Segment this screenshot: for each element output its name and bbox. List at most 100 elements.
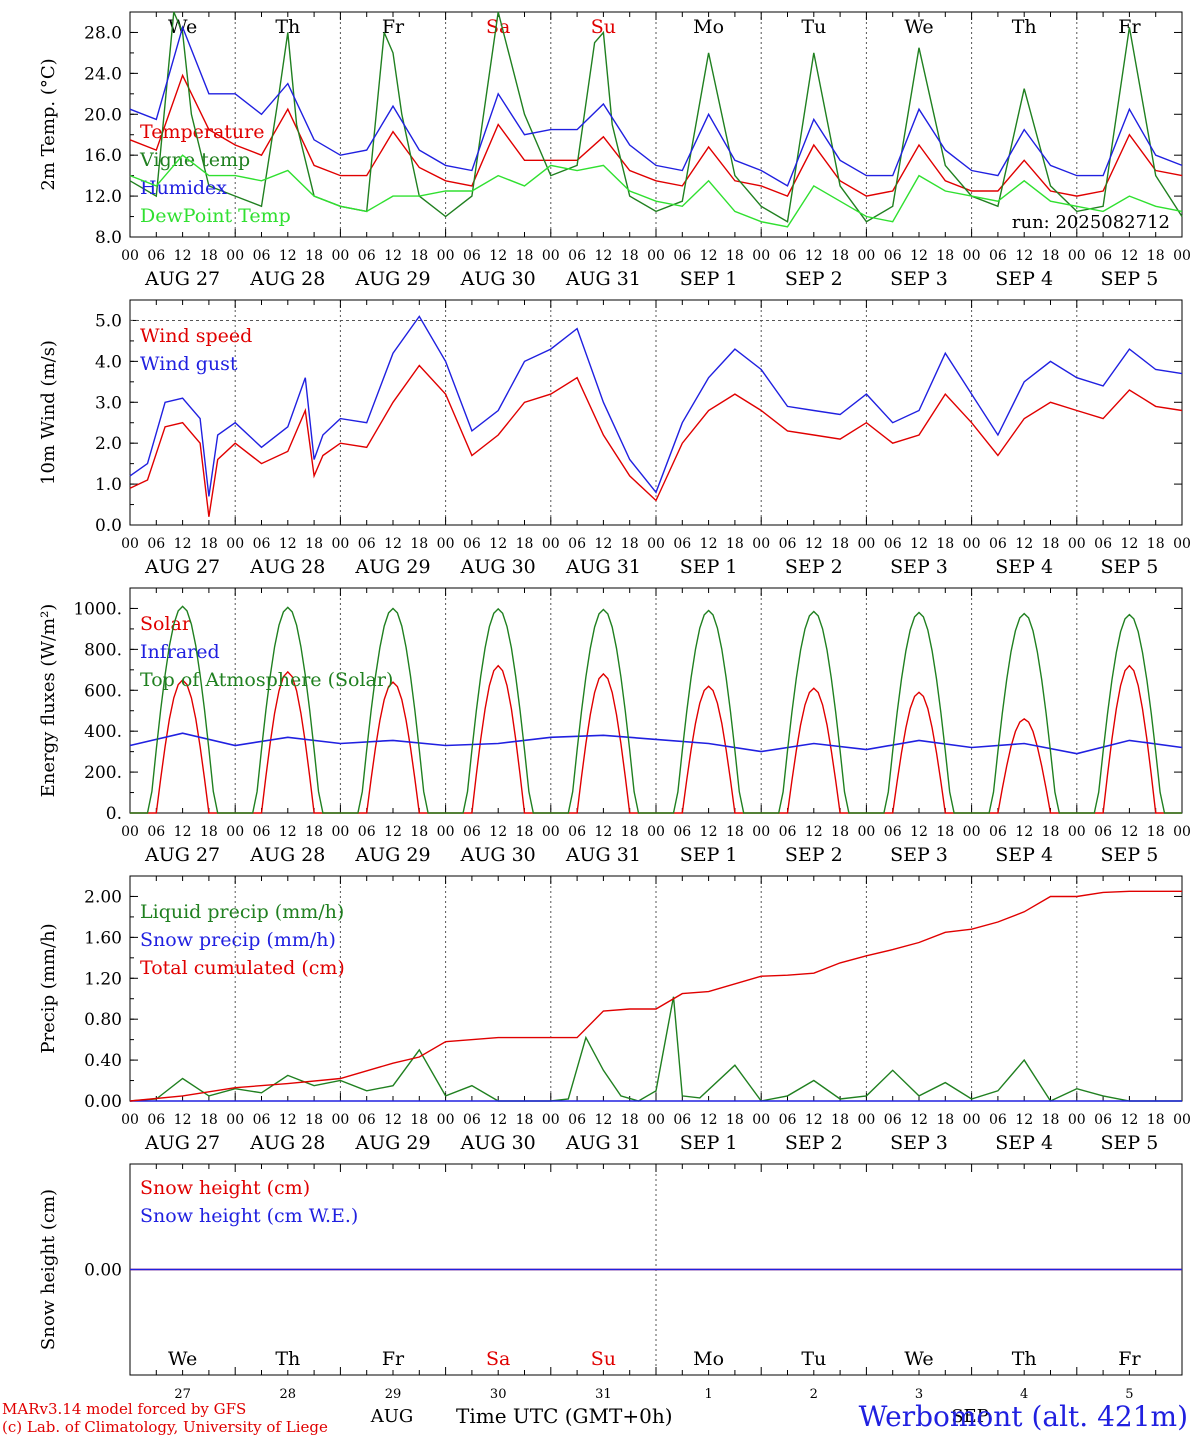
panel-2-y-tick-label: 0.0 [95,516,122,536]
panel-3-y-tick-label: 1000. [73,599,122,619]
panel-3-hour-label: 00 [1068,824,1086,840]
panel-4-hour-label: 00 [1173,1112,1191,1128]
panel-5-day-letter: Th [1012,1348,1037,1370]
panel-1-hour-label: 12 [384,248,402,264]
panel-2-hour-label: 00 [542,536,560,552]
panel-1-hour-label: 06 [779,248,797,264]
panel-3-legend-entry: Infrared [140,641,220,663]
panel-3-hour-label: 12 [594,824,612,840]
bottom-day-number: 30 [490,1387,507,1402]
panel-1-day-letter: Fr [1118,16,1141,38]
panel-2-hour-label: 00 [857,536,875,552]
panel-3-hour-label: 06 [358,824,376,840]
panel-3-date-label: AUG 30 [460,844,536,866]
panel-3-hour-label: 18 [936,824,954,840]
panel-2-hour-label: 18 [1042,536,1060,552]
panel-1-hour-label: 06 [463,248,481,264]
panel-3-hour-label: 06 [673,824,691,840]
panel-1-y-tick-label: 20.0 [84,105,122,125]
panel-5-day-letter: Tu [801,1348,826,1370]
panel-3-hour-label: 06 [147,824,165,840]
panel-4-hour-label: 12 [1120,1112,1138,1128]
panel-3-hour-label: 12 [1015,824,1033,840]
panel-3-hour-label: 00 [647,824,665,840]
panel-1-day-letter: Tu [801,16,826,38]
panel-3-hour-label: 00 [963,824,981,840]
panel-1-day-letter: Mo [693,16,724,38]
panel-3-date-label: SEP 1 [680,844,738,866]
panel-2-hour-label: 12 [910,536,928,552]
panel-1-hour-label: 12 [700,248,718,264]
panel-3-date-label: AUG 29 [354,844,430,866]
panel-1-hour-label: 18 [621,248,639,264]
panel-3-hour-label: 06 [884,824,902,840]
panel-2-hour-label: 00 [331,536,349,552]
panel-4-date-label: SEP 3 [890,1132,948,1154]
panel-2-hour-label: 12 [594,536,612,552]
panel-3-series-line [129,732,1183,755]
panel-1-hour-label: 18 [831,248,849,264]
panel-3-y-tick-label: 600. [84,681,122,701]
panel-4-hour-label: 18 [305,1112,323,1128]
panel-3-hour-label: 12 [279,824,297,840]
panel-4-hour-label: 00 [121,1112,139,1128]
panel-3-hour-label: 18 [1147,824,1165,840]
panel-3-y-tick-label: 800. [84,640,122,660]
panel-1-y-axis-label: 2m Temp. (°C) [38,58,59,190]
panel-2-hour-label: 18 [200,536,218,552]
panel-4-hour-label: 18 [200,1112,218,1128]
panel-4-hour-label: 18 [1147,1112,1165,1128]
panel-2-hour-label: 06 [779,536,797,552]
panel-2-hour-label: 12 [1120,536,1138,552]
run-label: run: 2025082712 [1012,212,1170,233]
panel-3-legend-entry: Top of Atmosphere (Solar) [140,669,393,691]
panel-2-hour-label: 06 [463,536,481,552]
panel-2-hour-label: 06 [253,536,271,552]
panel-1-hour-label: 18 [305,248,323,264]
panel-3-hour-label: 18 [621,824,639,840]
panel-1-hour-label: 00 [647,248,665,264]
panel-4-hour-label: 06 [568,1112,586,1128]
panel-2-hour-label: 12 [805,536,823,552]
bottom-day-number: 1 [704,1387,712,1402]
panel-2-hour-label: 00 [647,536,665,552]
panel-1-hour-label: 06 [884,248,902,264]
panel-1-hour-label: 00 [542,248,560,264]
panel-4-date-label: AUG 31 [565,1132,641,1154]
panel-1-legend-entry: Temperature [140,121,264,143]
panel-4-hour-label: 00 [437,1112,455,1128]
panel-1-date-label: SEP 2 [785,268,843,290]
panel-4-y-tick-label: 1.60 [84,928,122,948]
panel-1-series-line [129,25,1183,187]
panel-3-hour-label: 18 [516,824,534,840]
panel-3-y-tick-label: 200. [84,763,122,783]
panel-1-hour-label: 00 [963,248,981,264]
panel-5-day-letter: Fr [382,1348,405,1370]
panel-2-series-line [129,364,1183,517]
panel-1-date-label: AUG 28 [249,268,325,290]
panel-3-hour-label: 18 [305,824,323,840]
panel-1-hour-label: 06 [253,248,271,264]
panel-4-series-line [129,890,1182,1102]
panel-3-hour-label: 12 [384,824,402,840]
panel-2-hour-label: 18 [831,536,849,552]
panel-4-hour-label: 12 [805,1112,823,1128]
bottom-day-number: 2 [810,1387,818,1402]
panel-1-hour-label: 00 [121,248,139,264]
panel-3-hour-label: 00 [437,824,455,840]
bottom-day-number: 3 [915,1387,923,1402]
panel-2-y-tick-label: 3.0 [95,393,122,413]
panel-4-date-label: AUG 29 [354,1132,430,1154]
panel-2-date-label: AUG 29 [354,556,430,578]
panel-4-hour-label: 12 [1015,1112,1033,1128]
panel-1-hour-label: 00 [331,248,349,264]
bottom-day-number: 27 [174,1387,191,1402]
panel-1-hour-label: 18 [936,248,954,264]
panel-2-hour-label: 18 [1147,536,1165,552]
panel-4-date-label: SEP 4 [995,1132,1053,1154]
panel-3-series-line [130,605,1182,814]
panel-1-legend-entry: Humidex [140,177,227,199]
panel-1-hour-label: 18 [410,248,428,264]
panel-4-hour-label: 12 [384,1112,402,1128]
panel-4-hour-label: 12 [489,1112,507,1128]
